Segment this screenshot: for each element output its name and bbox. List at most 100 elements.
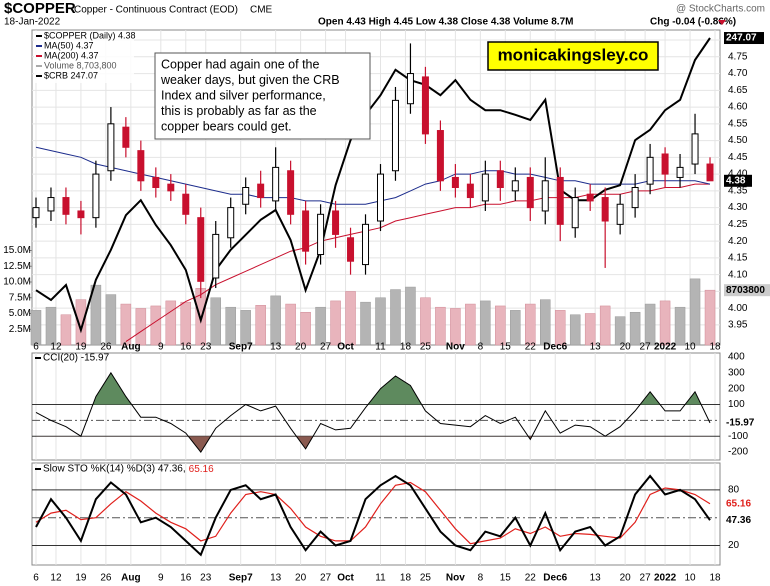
x-tick-label: 2022 [654, 573, 677, 584]
candle-body [257, 183, 265, 199]
candle-body [691, 133, 699, 165]
candle-body [466, 183, 474, 199]
volume-bar [90, 284, 102, 346]
sto-line [35, 474, 711, 557]
y-tick-label: 4.35 [728, 185, 748, 196]
y-tick-label: 4.15 [728, 253, 748, 264]
candle-body [287, 170, 295, 215]
x-tick-label: 19 [75, 573, 87, 584]
legend-label: MA(200) 4.37 [44, 50, 99, 60]
cci-line [35, 371, 711, 453]
candle-body [227, 207, 235, 239]
y-tick-label: 4.10 [728, 269, 748, 280]
candle-body [526, 176, 534, 209]
annotation-line: this is probably as far as the [161, 104, 317, 118]
y-tick-label: 4.30 [728, 202, 748, 213]
x-tick-label: 25 [420, 342, 432, 353]
y-tick-label: 400 [728, 352, 745, 363]
x-tick-label: 13 [590, 342, 602, 353]
down-arrow [718, 20, 726, 25]
candle-body [212, 233, 220, 279]
x-tick-label: 10 [684, 573, 696, 584]
date: 18-Jan-2022 [4, 17, 61, 28]
volume-bar [150, 305, 162, 346]
x-tick-label: 13 [270, 573, 282, 584]
volume-bar [584, 313, 596, 346]
candle-body [676, 166, 684, 178]
last-value-box [724, 32, 764, 45]
last-value-label: 65.16 [726, 498, 751, 509]
volume-bar [659, 300, 671, 346]
legend-label: $COPPER (Daily) 4.38 [44, 30, 136, 40]
volume-bar [375, 297, 386, 346]
change: Chg -0.04 (-0.86%) [650, 17, 736, 28]
x-tick-label: 9 [158, 342, 164, 353]
x-tick-label: 22 [525, 573, 537, 584]
last-value-label: 247.07 [726, 33, 757, 44]
ma200-line [125, 183, 710, 343]
x-tick-label: Oct [337, 342, 354, 353]
candle-body [77, 210, 85, 219]
last-value-label: -15.97 [726, 418, 755, 429]
x-tick-label: Nov [446, 342, 465, 353]
x-tick-label: 20 [620, 342, 632, 353]
candle-body [631, 187, 639, 209]
volume-bar [495, 305, 506, 346]
candle-body [661, 153, 669, 175]
y-tick-label: 20 [728, 540, 740, 551]
panel-title: Slow STO %K(14) %D(3) 47.36, 65.16 [43, 464, 214, 475]
x-tick-label: 20 [295, 342, 307, 353]
volume-bar [60, 314, 72, 346]
y-tick-label: -200 [728, 447, 748, 458]
candle-body [167, 183, 175, 192]
candle-body [32, 207, 40, 219]
y-tick-label: 100 [728, 399, 745, 410]
y-tick-label: 4.20 [728, 236, 748, 247]
candle-body [556, 176, 564, 225]
x-tick-label: 11 [375, 342, 386, 353]
legend-label: Volume 8,703,800 [44, 60, 117, 70]
x-tick-label: 23 [200, 573, 212, 584]
candle-body [182, 193, 190, 215]
x-tick-label: 15 [500, 342, 512, 353]
candle-body [152, 176, 160, 188]
panel-frame [31, 352, 721, 461]
volume-bar [525, 303, 536, 346]
y-tick-label: 200 [728, 383, 745, 394]
x-tick-label: 27 [320, 342, 332, 353]
ma50-line [35, 146, 711, 205]
candle-body [272, 166, 280, 202]
y-tick-label: 4.65 [728, 85, 748, 96]
candle-body [451, 176, 459, 188]
volume-bar [689, 278, 701, 346]
volume-bar [644, 303, 656, 346]
volume-tick-label: 2.5M [9, 324, 31, 335]
x-tick-label: 20 [620, 573, 632, 584]
volume-bar [330, 300, 341, 346]
y-tick-label: 4.75 [728, 51, 748, 62]
x-tick-label: 2022 [654, 342, 677, 353]
x-tick-label: 8 [478, 573, 484, 584]
x-tick-label: 26 [100, 342, 112, 353]
candle-body [616, 203, 624, 225]
x-tick-label: Dec6 [543, 342, 567, 353]
volume-bar [180, 301, 192, 346]
cci-lower-fill [36, 436, 710, 453]
y-tick-label: 3.95 [728, 320, 748, 331]
candle-body [317, 213, 325, 256]
x-tick-label: Dec6 [543, 573, 567, 584]
volume-bar [420, 297, 431, 346]
source: @ StockCharts.com [676, 4, 765, 15]
x-tick-label: 27 [640, 573, 652, 584]
candle-body [107, 123, 115, 172]
volume-bar [450, 308, 461, 346]
x-tick-label: Sep7 [229, 342, 253, 353]
y-tick-label: 4.70 [728, 68, 748, 79]
volume-bar [225, 306, 236, 346]
cci-upper-fill [92, 372, 702, 405]
volume-bar [465, 303, 476, 346]
volume-bar [255, 305, 266, 346]
x-tick-label: 11 [375, 573, 386, 584]
x-tick-label: 23 [200, 342, 212, 353]
brand: monicakingsley.co [498, 45, 649, 64]
